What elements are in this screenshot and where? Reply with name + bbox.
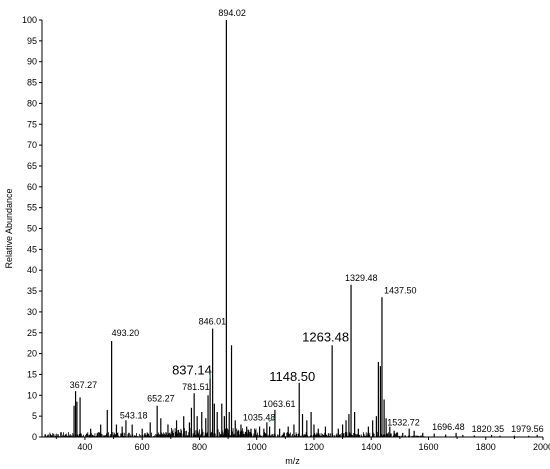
- y-tick-label: 10: [27, 390, 37, 400]
- x-tick-label: 1200: [304, 442, 324, 452]
- peak-label: 1329.48: [345, 273, 378, 283]
- x-axis-title: m/z: [285, 456, 300, 466]
- x-tick-label: 1000: [247, 442, 267, 452]
- y-tick-label: 100: [22, 15, 37, 25]
- peak-label: 543.18: [120, 410, 148, 420]
- peak-label: 1437.50: [384, 285, 417, 295]
- peak-label: 367.27: [70, 380, 98, 390]
- peak-label: 652.27: [147, 394, 175, 404]
- y-tick-label: 95: [27, 36, 37, 46]
- peak-label: 894.02: [218, 8, 246, 18]
- peak-label: 1063.61: [263, 399, 296, 409]
- peak-label: 1263.48: [302, 329, 349, 344]
- peak-label: 1532.72: [387, 418, 420, 428]
- y-axis-title: Relative Abundance: [4, 188, 14, 268]
- peak-labels: 894.02 1329.48 1437.50 846.01 493.20 1263.48 8…: [70, 8, 544, 434]
- peak-label: 837.14: [172, 362, 212, 377]
- y-tick-label: 65: [27, 161, 37, 171]
- y-tick-label: 75: [27, 119, 37, 129]
- peaks: [73, 20, 538, 437]
- x-tick-label: 800: [192, 442, 207, 452]
- peak-label: 1820.35: [472, 424, 505, 434]
- ticks: 0 5 10 15 20 25 30 35 40 45 50 55 60 65 70 75 80 85 90 95 10…: [22, 15, 550, 452]
- peak-label: 781.51: [182, 382, 210, 392]
- peak-label: 846.01: [199, 317, 227, 327]
- y-tick-label: 20: [27, 349, 37, 359]
- y-tick-label: 5: [32, 411, 37, 421]
- label-leader-line: [268, 417, 276, 422]
- peak-label: 1148.50: [269, 369, 315, 384]
- x-tick-label: 400: [77, 442, 92, 452]
- y-tick-label: 15: [27, 369, 37, 379]
- y-tick-label: 40: [27, 265, 37, 275]
- y-tick-label: 25: [27, 328, 37, 338]
- y-tick-label: 80: [27, 98, 37, 108]
- y-tick-label: 0: [32, 432, 37, 442]
- x-tick-label: 2000: [533, 442, 550, 452]
- x-tick-label: 600: [135, 442, 150, 452]
- y-tick-label: 70: [27, 140, 37, 150]
- y-tick-label: 90: [27, 57, 37, 67]
- y-tick-label: 50: [27, 224, 37, 234]
- y-tick-label: 45: [27, 244, 37, 254]
- y-tick-label: 85: [27, 78, 37, 88]
- y-tick-label: 30: [27, 307, 37, 317]
- y-tick-label: 60: [27, 182, 37, 192]
- x-tick-label: 1600: [418, 442, 438, 452]
- y-tick-label: 55: [27, 203, 37, 213]
- peak-label: 1979.56: [511, 424, 544, 434]
- x-tick-label: 1400: [361, 442, 381, 452]
- peak-label: 1035.48: [243, 412, 276, 422]
- peak-label: 493.20: [112, 328, 140, 338]
- peak-label: 1696.48: [432, 422, 465, 432]
- y-tick-label: 35: [27, 286, 37, 296]
- x-tick-label: 1800: [476, 442, 496, 452]
